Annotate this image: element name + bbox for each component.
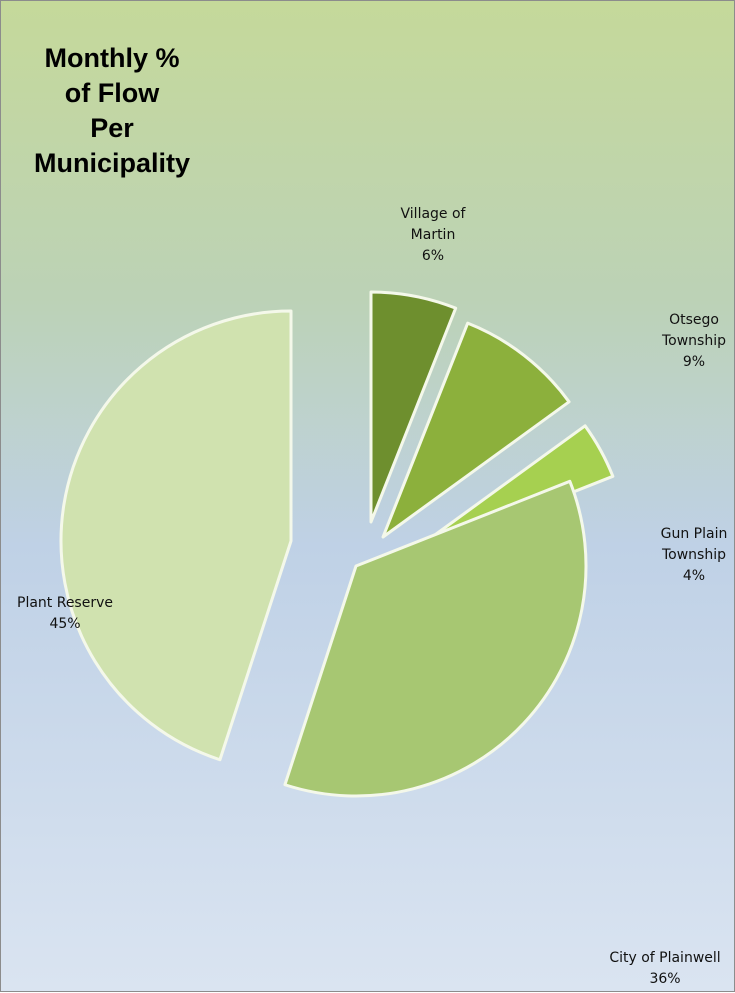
pie-slice-plant-reserve [59,309,293,762]
title-line: Monthly % [44,43,180,73]
data-label-village-of-martin: Village of Martin 6% [400,206,466,264]
data-label-plant-reserve: Plant Reserve 45% [17,595,113,632]
data-label-city-of-plainwell: City of Plainwell 36% [609,950,721,987]
pie-slice-city-of-plainwell [283,479,588,798]
chart-title: Monthly % of Flow Per Municipality [17,41,207,181]
title-line: of Flow [64,78,160,108]
data-label-otsego-township: Otsego Township 9% [661,312,726,370]
title-line: Municipality [33,148,190,178]
pie-slice-village-of-martin [369,290,458,524]
data-label-gun-plain-township: Gun Plain Township 4% [660,526,728,584]
pie-slice-otsego-township [381,321,571,539]
title-line: Per [90,113,134,143]
